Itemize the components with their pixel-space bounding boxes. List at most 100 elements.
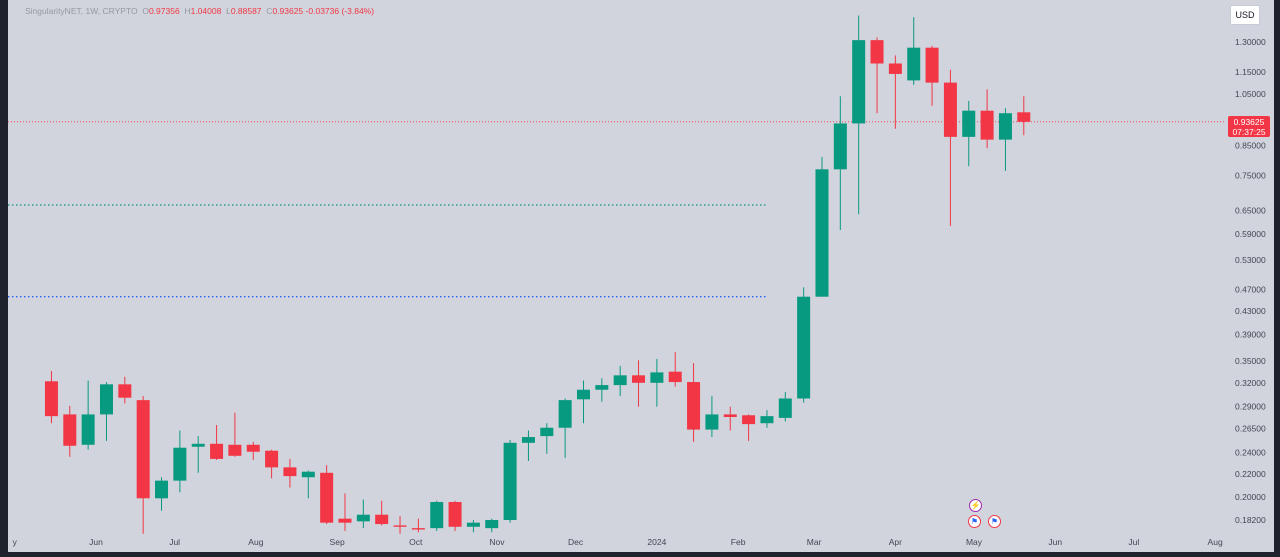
candle[interactable] <box>485 518 499 533</box>
time-tick-label: Jul <box>1128 537 1139 547</box>
candle[interactable] <box>1017 96 1031 136</box>
candle-body <box>815 169 829 297</box>
candle[interactable] <box>852 15 866 215</box>
flash-event-icon[interactable]: ⚡ <box>969 499 982 512</box>
candle[interactable] <box>650 358 664 407</box>
time-tick-label: Aug <box>1208 537 1223 547</box>
candle-body <box>485 520 499 529</box>
price-tick-label: 0.18200 <box>1235 515 1266 525</box>
candle[interactable] <box>962 100 976 167</box>
candle-body <box>521 437 535 443</box>
time-tick-label: Sep <box>330 537 345 547</box>
candle-body <box>430 501 444 529</box>
candle[interactable] <box>540 423 554 454</box>
price-tick-label: 0.59000 <box>1235 229 1266 239</box>
candle[interactable] <box>687 363 701 442</box>
ohlc-low: L0.88587 <box>226 6 262 16</box>
us-flag-event-icon[interactable]: ⚑ <box>988 515 1001 528</box>
candle[interactable] <box>833 96 847 230</box>
candle[interactable] <box>136 396 150 534</box>
candle[interactable] <box>356 499 370 529</box>
candle[interactable] <box>980 89 994 149</box>
candle[interactable] <box>815 157 829 297</box>
candle[interactable] <box>228 412 242 457</box>
candle[interactable] <box>632 360 646 407</box>
bar-countdown: 07:37:25 <box>1232 127 1266 137</box>
candle[interactable] <box>705 396 719 438</box>
candle[interactable] <box>63 405 77 457</box>
time-axis-background <box>8 535 1274 552</box>
candle[interactable] <box>99 382 113 441</box>
candle-body <box>448 501 462 527</box>
candle[interactable] <box>797 287 811 403</box>
candle[interactable] <box>283 458 297 488</box>
currency-button[interactable]: USD <box>1230 5 1260 25</box>
candle-body <box>44 381 58 417</box>
candle-body <box>228 444 242 456</box>
candle-body <box>870 40 884 64</box>
candle-body <box>466 522 480 527</box>
price-axis[interactable]: 1.30000 1.15000 1.05000 0.85000 0.75000 0.650… <box>1235 37 1266 525</box>
candle[interactable] <box>375 500 389 526</box>
candle[interactable] <box>723 406 737 431</box>
candle[interactable] <box>888 55 902 129</box>
candle[interactable] <box>521 430 535 461</box>
candle[interactable] <box>81 380 95 450</box>
price-tick-label: 0.35000 <box>1235 356 1266 366</box>
time-tick-label: Oct <box>409 537 423 547</box>
candle[interactable] <box>393 516 407 534</box>
symbol-legend[interactable]: SingularityNET, 1W, CRYPTO O0.97356 H1.0… <box>25 6 374 16</box>
candle[interactable] <box>338 493 352 531</box>
candle[interactable] <box>265 449 279 479</box>
candle-body <box>705 414 719 430</box>
candle[interactable] <box>742 414 756 441</box>
candle[interactable] <box>430 500 444 531</box>
candle[interactable] <box>925 45 939 106</box>
candle[interactable] <box>778 392 792 422</box>
last-price-label: 0.93625 07:37:25 <box>1228 116 1270 137</box>
candle[interactable] <box>668 352 682 387</box>
candle[interactable] <box>210 425 224 460</box>
levels-layer <box>8 121 1225 298</box>
candle[interactable] <box>998 108 1012 171</box>
candle-body <box>265 450 279 468</box>
candle[interactable] <box>943 69 957 226</box>
candle[interactable] <box>44 370 58 424</box>
candle[interactable] <box>466 520 480 533</box>
candle[interactable] <box>155 477 169 511</box>
candle[interactable] <box>595 378 609 402</box>
candle[interactable] <box>411 518 425 533</box>
candle[interactable] <box>576 380 590 424</box>
candle[interactable] <box>118 376 132 404</box>
candle[interactable] <box>613 365 627 397</box>
time-tick-label: y <box>13 537 18 547</box>
price-tick-label: 0.47000 <box>1235 284 1266 294</box>
candle-body <box>962 110 976 137</box>
candle[interactable] <box>760 410 774 428</box>
candle[interactable] <box>907 17 921 85</box>
time-tick-label: Dec <box>568 537 584 547</box>
candle[interactable] <box>173 430 187 493</box>
price-axis-background <box>1225 0 1274 544</box>
candle-body <box>155 480 169 499</box>
candle[interactable] <box>246 441 260 460</box>
candle[interactable] <box>191 436 205 473</box>
price-tick-label: 0.20000 <box>1235 492 1266 502</box>
candles-layer <box>44 15 1031 534</box>
candle[interactable] <box>301 470 315 499</box>
price-tick-label: 0.24000 <box>1235 448 1266 458</box>
price-tick-label: 0.43000 <box>1235 306 1266 316</box>
candle[interactable] <box>558 398 572 458</box>
candle-body <box>687 382 701 430</box>
time-axis[interactable]: y Jun Jul Aug Sep Oct Nov Dec 2024 Feb Mar Apr May Ju… <box>13 537 1223 547</box>
candle[interactable] <box>448 500 462 531</box>
price-tick-label: 1.15000 <box>1235 67 1266 77</box>
candle-body <box>595 385 609 390</box>
time-tick-label: Nov <box>489 537 505 547</box>
candle[interactable] <box>503 439 517 523</box>
candle[interactable] <box>320 465 334 525</box>
candle[interactable] <box>870 37 884 114</box>
candle-body <box>81 414 95 445</box>
us-flag-event-icon[interactable]: ⚑ <box>968 515 981 528</box>
